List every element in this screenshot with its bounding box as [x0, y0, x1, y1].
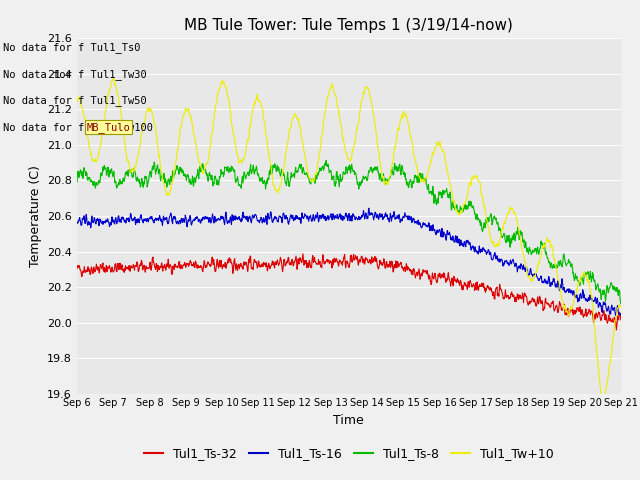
Tul1_Tw+10 [115, 101, 123, 107]
Tul1_Ts-16 [617, 311, 625, 316]
Tul1_Ts-32 [612, 327, 620, 333]
Tul1_Ts-16 [115, 214, 123, 219]
Text: No data for f Tul1_Ts0: No data for f Tul1_Ts0 [3, 42, 141, 53]
Tul1_Ts-32 [115, 267, 123, 273]
Tul1_Ts-16 [137, 212, 145, 217]
Tul1_Tw+10 [599, 405, 607, 411]
Tul1_Ts-32 [299, 251, 307, 257]
Tul1_Tw+10 [383, 179, 390, 184]
Tul1_Ts-16 [612, 312, 620, 318]
Tul1_Ts-8 [304, 173, 312, 179]
Line: Tul1_Ts-32: Tul1_Ts-32 [77, 254, 621, 330]
Tul1_Ts-8 [315, 169, 323, 175]
Tul1_Ts-16 [304, 213, 312, 219]
Tul1_Ts-8 [323, 157, 330, 163]
Y-axis label: Temperature (C): Temperature (C) [29, 165, 42, 267]
Line: Tul1_Tw+10: Tul1_Tw+10 [77, 78, 621, 408]
Tul1_Ts-8 [325, 168, 333, 174]
Tul1_Ts-16 [365, 205, 372, 211]
Tul1_Ts-8 [73, 179, 81, 185]
Tul1_Ts-16 [325, 217, 333, 223]
X-axis label: Time: Time [333, 414, 364, 427]
Tul1_Ts-8 [383, 180, 390, 186]
Tul1_Ts-8 [617, 301, 625, 307]
Text: No data for f Tul1_Tw30: No data for f Tul1_Tw30 [3, 69, 147, 80]
Tul1_Tw+10 [325, 90, 333, 96]
Tul1_Ts-32 [137, 262, 145, 268]
Tul1_Ts-8 [115, 182, 123, 188]
Text: No data for f Tul1_Tw50: No data for f Tul1_Tw50 [3, 95, 147, 106]
Tul1_Ts-32 [73, 266, 81, 272]
Tul1_Tw+10 [73, 97, 81, 103]
Tul1_Tw+10 [138, 132, 145, 137]
Tul1_Ts-16 [383, 213, 390, 219]
Tul1_Ts-32 [325, 258, 333, 264]
Tul1_Ts-32 [617, 317, 625, 323]
Line: Tul1_Ts-16: Tul1_Ts-16 [77, 208, 621, 315]
Tul1_Ts-16 [73, 218, 81, 224]
Tul1_Ts-16 [315, 218, 323, 224]
Tul1_Tw+10 [110, 75, 118, 81]
Tul1_Ts-32 [383, 259, 390, 264]
Text: No data for f Tul1_Tw100: No data for f Tul1_Tw100 [3, 121, 153, 132]
Legend: Tul1_Ts-32, Tul1_Ts-16, Tul1_Ts-8, Tul1_Tw+10: Tul1_Ts-32, Tul1_Ts-16, Tul1_Ts-8, Tul1_… [139, 443, 559, 466]
Tul1_Tw+10 [304, 169, 312, 175]
Tul1_Tw+10 [617, 304, 625, 310]
Tul1_Ts-32 [316, 259, 323, 265]
Text: MB_Tulo: MB_Tulo [86, 121, 130, 132]
Tul1_Ts-8 [137, 181, 145, 187]
Tul1_Tw+10 [316, 154, 323, 160]
Line: Tul1_Ts-8: Tul1_Ts-8 [77, 160, 621, 304]
Title: MB Tule Tower: Tule Temps 1 (3/19/14-now): MB Tule Tower: Tule Temps 1 (3/19/14-now… [184, 18, 513, 33]
Tul1_Ts-32 [304, 260, 312, 266]
